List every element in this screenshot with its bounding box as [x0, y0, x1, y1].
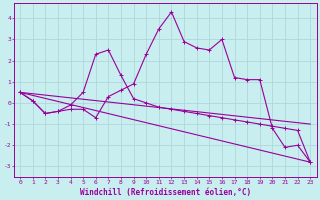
X-axis label: Windchill (Refroidissement éolien,°C): Windchill (Refroidissement éolien,°C) — [80, 188, 251, 197]
